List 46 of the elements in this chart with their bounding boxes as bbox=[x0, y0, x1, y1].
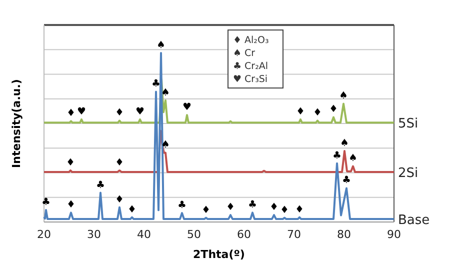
annotation: ♥ bbox=[77, 106, 86, 118]
x-tick-label: 70 bbox=[287, 228, 301, 241]
x-tick-label: 60 bbox=[237, 228, 251, 241]
annotation: ♣ bbox=[42, 197, 50, 208]
annotation: ♦ bbox=[115, 157, 124, 168]
annotation: ♠ bbox=[156, 40, 166, 52]
x-tick-label: 90 bbox=[387, 228, 401, 241]
annotation: ♦ bbox=[66, 108, 76, 120]
x-tick-label: 20 bbox=[37, 228, 51, 241]
annotation: ♦ bbox=[296, 106, 305, 118]
annotation: ♥ Cr₃Si bbox=[233, 74, 268, 85]
annotation: ♣ Cr₂Al bbox=[233, 61, 268, 72]
series-label: Base bbox=[398, 212, 430, 228]
annotation: ♦ bbox=[115, 108, 124, 119]
annotation: ♦ bbox=[313, 108, 322, 119]
annotation: ♣ bbox=[332, 150, 342, 162]
x-tick-label: 30 bbox=[87, 228, 101, 241]
annotation: ♣ bbox=[248, 200, 257, 211]
annotation: ♠ bbox=[340, 138, 349, 150]
annotation: ♥ bbox=[136, 106, 145, 118]
annotation: ♠ bbox=[339, 90, 348, 102]
annotation: ♦ bbox=[270, 202, 278, 214]
annotation: ♦ bbox=[128, 204, 136, 216]
annotation: ♦ bbox=[280, 204, 289, 216]
annotation: ♣ bbox=[342, 175, 351, 186]
x-tick-label: 80 bbox=[337, 228, 351, 241]
annotation: ♠ Cr bbox=[233, 48, 256, 59]
x-tick-label: 50 bbox=[187, 228, 201, 241]
annotation: ♦ bbox=[226, 202, 235, 214]
x-tick-label: 40 bbox=[137, 228, 151, 241]
annotation: ♣ bbox=[152, 78, 160, 90]
x-axis-title: 2Thta(º) bbox=[193, 248, 245, 261]
symbol-key: ♦ Al₂O₃ ♠ Cr ♣ Cr₂Al ♥ Cr₃Si bbox=[228, 30, 284, 88]
annotation: ♣ bbox=[178, 200, 186, 212]
series-label: 2Si bbox=[398, 166, 418, 181]
annotation: ♦ bbox=[295, 204, 304, 216]
annotation: ♥ bbox=[182, 102, 192, 114]
annotation: ♦ bbox=[115, 194, 124, 206]
annotation: ♦ bbox=[202, 204, 210, 216]
annotation: ♦ bbox=[329, 104, 338, 116]
annotation: ♦ bbox=[66, 200, 76, 211]
annotation: ♣ bbox=[96, 180, 105, 191]
annotation: ♠ bbox=[348, 153, 358, 164]
y-axis-title: Intensity(a.u.) bbox=[10, 79, 23, 168]
annotation: ♦ bbox=[66, 157, 75, 168]
series-label: 5Si bbox=[398, 116, 418, 132]
